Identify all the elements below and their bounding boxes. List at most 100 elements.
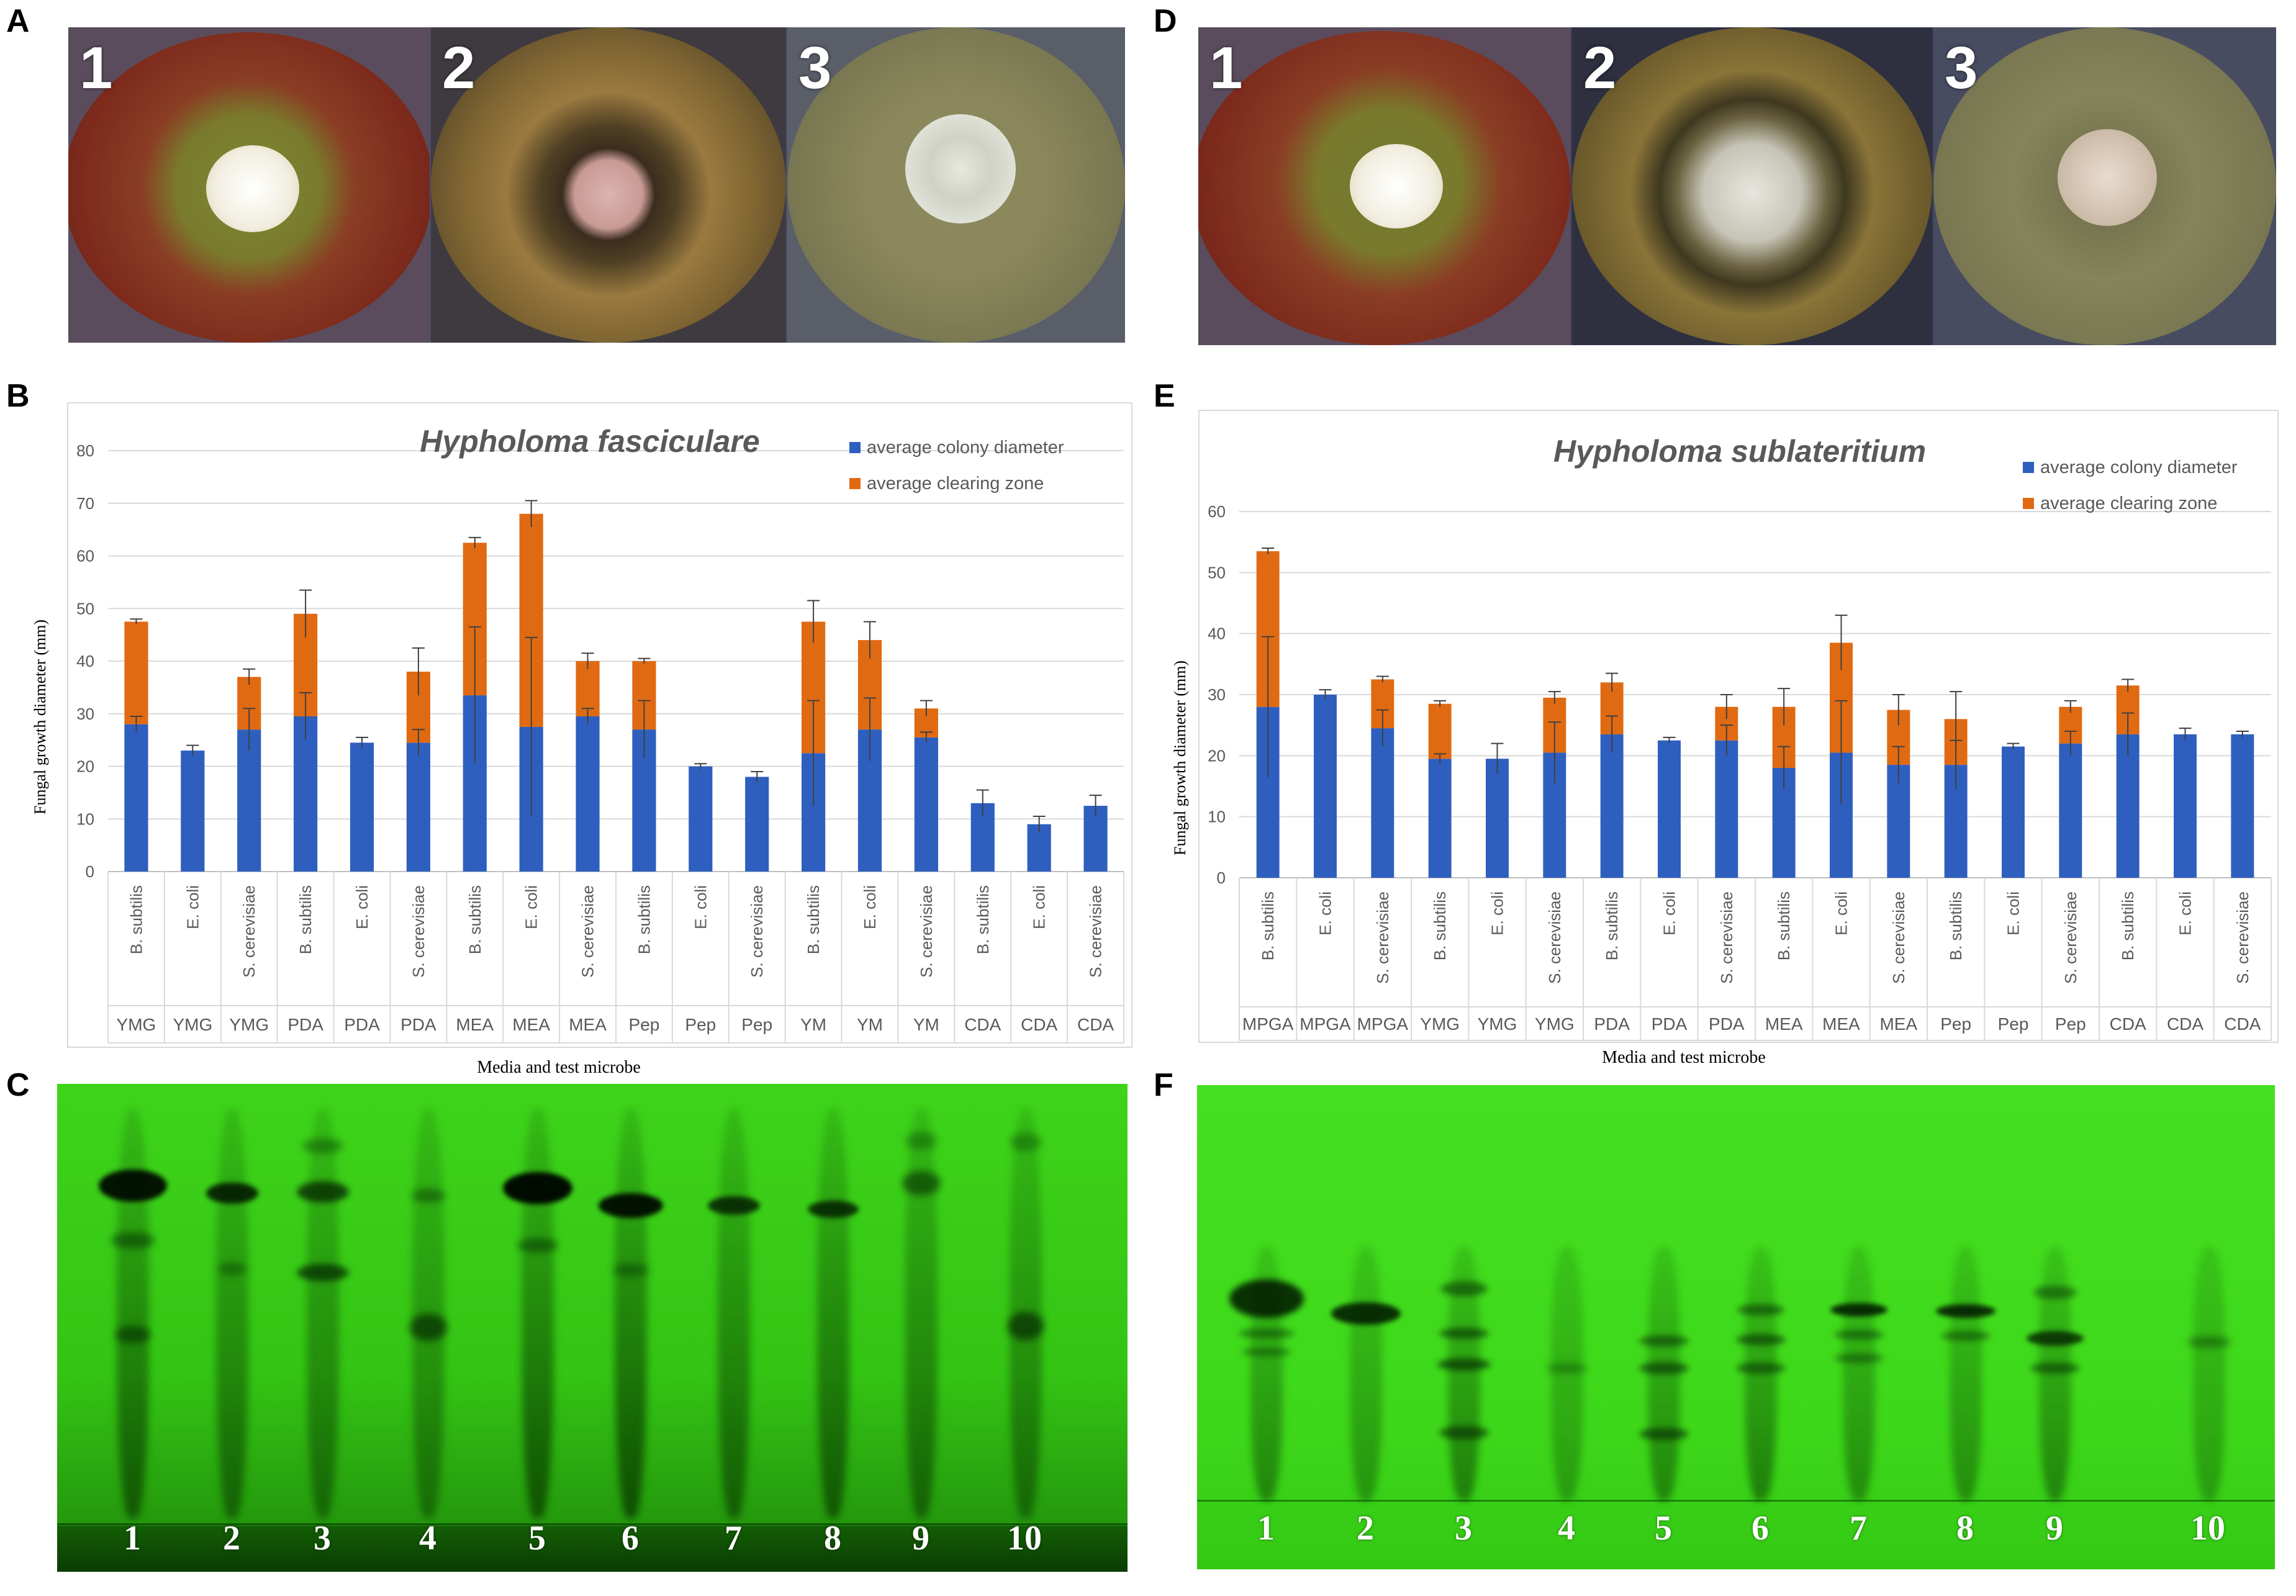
colony-diameter-bar (2059, 743, 2082, 878)
compound-spot (1239, 1328, 1295, 1338)
lane-number: 9 (912, 1519, 929, 1558)
x-category-media: YMG (229, 1015, 269, 1034)
compound-spot (2027, 1331, 2084, 1346)
x-category-microbe: E. coli (1030, 885, 1049, 929)
y-tick-label: 50 (76, 599, 94, 618)
x-category-microbe: E. coli (2176, 891, 2195, 936)
x-category-microbe: B. subtilis (127, 885, 145, 954)
lane-streak (1843, 1247, 1875, 1501)
x-category-media: YM (800, 1015, 826, 1034)
x-category-microbe: B. subtilis (974, 885, 992, 954)
solvent-front-line (57, 1523, 1128, 1525)
colony-diameter-bar (350, 742, 374, 872)
x-category-media: Pep (2055, 1014, 2086, 1034)
colony-diameter-bar (1486, 759, 1509, 878)
x-category-microbe: S. cerevisiae (579, 885, 597, 978)
x-category-media: MEA (569, 1015, 607, 1034)
x-category-media: YM (857, 1015, 883, 1034)
plate-number: 1 (79, 35, 113, 101)
x-category-media: PDA (287, 1015, 323, 1034)
compound-spot (1242, 1348, 1291, 1356)
colony-diameter-bar (1600, 734, 1624, 878)
compound-spot (410, 1314, 447, 1341)
plate-number: 3 (1945, 35, 1978, 101)
y-tick-label: 10 (1208, 808, 1226, 826)
x-category-microbe: E. coli (1832, 891, 1851, 936)
colony-diameter-bar (689, 766, 713, 872)
panel-label-d: D (1154, 3, 1177, 39)
y-tick-label: 0 (1217, 868, 1226, 887)
x-category-media: CDA (964, 1015, 1001, 1034)
x-category-media: MEA (1765, 1014, 1803, 1034)
chart-title: Hypholoma sublateritium (1553, 434, 1926, 469)
x-category-media: MPGA (1357, 1014, 1409, 1034)
dish (1572, 27, 1932, 345)
compound-spot (1008, 1312, 1044, 1340)
lane-number: 3 (1455, 1509, 1472, 1548)
compound-spot (1439, 1328, 1489, 1339)
x-category-microbe: B. subtilis (466, 885, 484, 954)
chart-title: Hypholoma fasciculare (420, 424, 759, 459)
chart-e: 0 10 20 30 40 50 60 B. subtilis MPGA E. coli MPGA S… (1198, 410, 2279, 1043)
compound-spot (1331, 1302, 1401, 1325)
clearing-zone-bar (576, 661, 600, 716)
dish (431, 27, 786, 343)
compound-spot (1736, 1334, 1786, 1345)
lane-number: 1 (124, 1519, 141, 1558)
x-category-microbe: E. coli (522, 885, 541, 929)
compound-spot (115, 1326, 150, 1343)
compound-spot (599, 1193, 663, 1218)
x-category-media: PDA (1594, 1014, 1630, 1034)
compound-spot (1941, 1331, 1991, 1341)
y-tick-label: 50 (1208, 563, 1226, 582)
lane-streak (522, 1109, 554, 1518)
x-category-microbe: S. cerevisiae (1373, 891, 1392, 984)
colony-diameter-bar (1715, 740, 1738, 878)
compound-spot (1834, 1353, 1884, 1363)
compound-spot (906, 1132, 937, 1150)
compound-spot (708, 1196, 760, 1215)
compound-spot (1547, 1363, 1588, 1373)
x-category-microbe: B. subtilis (1774, 891, 1793, 960)
x-category-media: PDA (1652, 1014, 1688, 1034)
x-category-microbe: S. cerevisiae (240, 885, 258, 978)
colony-diameter-bar (2116, 734, 2140, 878)
x-category-microbe: E. coli (861, 885, 879, 929)
colony-diameter-bar (1658, 740, 1681, 878)
lane-number: 2 (1357, 1509, 1374, 1548)
panel-a-photo-strip: 1 2 3 (68, 27, 1125, 343)
compound-spot (218, 1263, 246, 1275)
fungal-colony (206, 145, 299, 232)
plate-a2: 2 (431, 27, 786, 343)
compound-spot (1830, 1303, 1887, 1317)
y-tick-label: 40 (1208, 624, 1226, 643)
x-category-media: MEA (456, 1015, 494, 1034)
x-category-microbe: E. coli (1660, 891, 1679, 936)
compound-spot (2033, 1286, 2077, 1299)
lane-streak (216, 1109, 248, 1518)
y-tick-label: 60 (76, 547, 94, 566)
colony-diameter-bar (1428, 759, 1452, 878)
x-category-media: YMG (173, 1015, 212, 1034)
compound-spot (808, 1201, 859, 1218)
x-category-microbe: E. coli (1488, 891, 1507, 936)
lane-number: 7 (725, 1519, 742, 1558)
legend-label-colony: average colony diameter (867, 438, 1064, 458)
x-category-media: PDA (400, 1015, 436, 1034)
legend-label-colony: average colony diameter (2040, 458, 2238, 477)
panel-label-e: E (1154, 378, 1175, 414)
chart-b-xlabel: Media and test microbe (477, 1058, 641, 1077)
compound-spot (1639, 1335, 1689, 1346)
chart-e-svg: 0 10 20 30 40 50 60 B. subtilis MPGA E. coli MPGA S… (1208, 434, 2272, 1041)
x-category-media: Pep (685, 1015, 716, 1034)
x-category-media: PDA (344, 1015, 380, 1034)
lane-number: 8 (1956, 1509, 1974, 1548)
x-category-media: PDA (1709, 1014, 1745, 1034)
lane-number: 8 (824, 1519, 841, 1558)
tlc-plate-f: 1 2 3 4 5 6 7 8 9 10 (1197, 1085, 2275, 1569)
colony-diameter-bar (1887, 765, 1910, 878)
lane-number: 1 (1257, 1509, 1275, 1548)
lane-streak (1551, 1247, 1583, 1501)
compound-spot (1736, 1363, 1786, 1374)
x-category-media: YM (913, 1015, 939, 1034)
